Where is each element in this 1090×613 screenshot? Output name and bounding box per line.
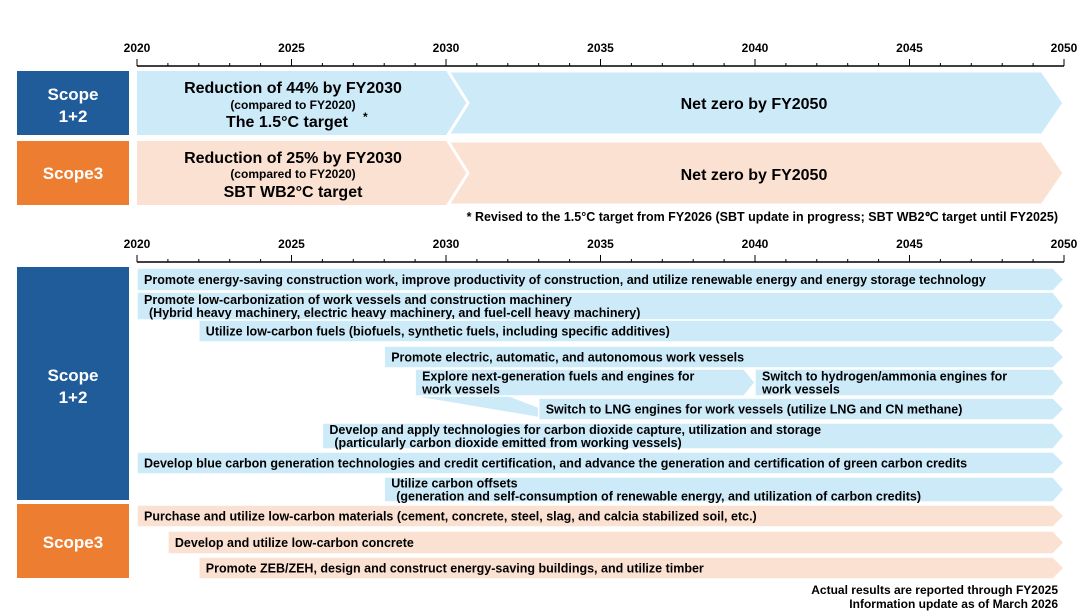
scope12-target-label-box xyxy=(17,71,129,135)
top-ruler-tick-label-2050: 2050 xyxy=(1051,41,1078,55)
top-ruler-tick-label-2020: 2020 xyxy=(124,41,151,55)
scope3-initiatives-label-box xyxy=(17,504,129,578)
scope3-phase1-title: Reduction of 25% by FY2030 xyxy=(184,150,402,167)
scope12-bar-7-label: Switch to LNG engines for work vessels (… xyxy=(546,403,963,417)
bottom-ruler-tick-label-2030: 2030 xyxy=(433,237,460,251)
scope12-bar-2-label: (Hybrid heavy machinery, electric heavy … xyxy=(149,306,640,320)
scope12-bar-8 xyxy=(321,422,1065,450)
scope12-bar-1 xyxy=(136,267,1066,292)
scope3-phase1-sub: (compared to FY2020) xyxy=(230,167,355,181)
scope12-bar-8-label: Develop and apply technologies for carbo… xyxy=(329,423,821,437)
footer-update-note: Information update as of March 2026 xyxy=(849,597,1058,611)
scope3-target-label: Scope3 xyxy=(43,164,103,183)
scope12-bar-4-label: Promote electric, automatic, and autonom… xyxy=(391,351,744,365)
scope12-bar-6 xyxy=(754,368,1065,397)
scope3-initiative-bars: Purchase and utilize low-carbon material… xyxy=(136,504,1066,580)
scope12-bar-2-label: Promote low-carbonization of work vessel… xyxy=(144,293,572,307)
scope12-target-label-line2: 1+2 xyxy=(59,107,88,126)
scope12-initiative-bars: Promote energy-saving construction work,… xyxy=(136,267,1066,504)
scope12-bar-7 xyxy=(537,397,1066,421)
scope3-bar-3-label: Promote ZEB/ZEH, design and construct en… xyxy=(206,562,704,576)
scope12-bar-10-label: Utilize carbon offsets xyxy=(391,477,517,491)
scope12-bar-5-label: Explore next-generation fuels and engine… xyxy=(422,370,694,384)
scope12-bar-9-label: Develop blue carbon generation technolog… xyxy=(144,457,967,471)
initiatives-section: Scope 1+2 Scope3 Promote energy-saving c… xyxy=(17,267,1066,580)
scope3-phase2-band xyxy=(445,139,1066,207)
bottom-ruler-tick-label-2035: 2035 xyxy=(587,237,614,251)
scope3-bar-3 xyxy=(198,556,1066,580)
scope12-bar-6-label: Switch to hydrogen/ammonia engines for xyxy=(762,370,1007,384)
scope3-bar-1-label: Purchase and utilize low-carbon material… xyxy=(144,510,757,524)
scope3-phase2-title: Net zero by FY2050 xyxy=(681,167,828,184)
scope12-bar-2 xyxy=(136,291,1065,321)
scope12-bar-9 xyxy=(136,451,1066,475)
scope12-bar-4 xyxy=(383,345,1066,369)
scope12-phase2-title: Net zero by FY2050 xyxy=(681,96,828,113)
targets-section: Scope 1+2 Reduction of 44% by FY2030 (co… xyxy=(17,69,1066,224)
top-ruler-tick-label-2045: 2045 xyxy=(896,41,923,55)
footer-results-note: Actual results are reported through FY20… xyxy=(811,583,1058,597)
scope12-phase1-mark: * xyxy=(363,110,368,124)
scope3-bar-2 xyxy=(167,530,1066,555)
scope3-bar-2-label: Develop and utilize low-carbon concrete xyxy=(175,536,414,550)
scope12-bar-1-label: Promote energy-saving construction work,… xyxy=(144,273,986,287)
scope12-target-label-line1: Scope xyxy=(47,85,98,104)
scope3-bar-1 xyxy=(136,504,1066,528)
scope12-bar-5-label: work vessels xyxy=(421,383,500,397)
scope12-phase1-title: Reduction of 44% by FY2030 xyxy=(184,80,402,97)
next-gen-fuels-transition-wedge xyxy=(415,396,570,420)
bottom-ruler-tick-label-2025: 2025 xyxy=(278,237,305,251)
scope3-target-label-box xyxy=(17,141,129,205)
bottom-ruler-tick-label-2040: 2040 xyxy=(742,237,769,251)
scope12-phase1-band xyxy=(137,71,468,135)
scope12-bar-3-label: Utilize low-carbon fuels (biofuels, synt… xyxy=(206,325,670,339)
scope12-initiatives-label-line2: 1+2 xyxy=(59,388,88,407)
scope12-initiatives-label-box xyxy=(17,267,129,500)
top-ruler-tick-label-2030: 2030 xyxy=(433,41,460,55)
scope3-phase1-target: SBT WB2°C target xyxy=(224,184,364,201)
scope3-phase1-band xyxy=(137,141,468,205)
scope12-phase1-sub: (compared to FY2020) xyxy=(230,98,355,112)
top-ruler-tick-label-2040: 2040 xyxy=(742,41,769,55)
bottom-ruler-tick-label-2045: 2045 xyxy=(896,237,923,251)
scope12-bar-6-label: work vessels xyxy=(761,383,840,397)
bottom-ruler-tick-label-2050: 2050 xyxy=(1051,237,1078,251)
scope12-bar-3 xyxy=(198,319,1066,343)
scope12-bar-10-label: (generation and self-consumption of rene… xyxy=(396,490,921,504)
timeline-ruler-bottom: 2020 2025 2030 2035 2040 2045 2050 xyxy=(124,237,1078,263)
scope12-phase1-target: The 1.5°C target xyxy=(226,114,349,131)
bottom-ruler-tick-label-2020: 2020 xyxy=(124,237,151,251)
timeline-ruler-top: 2020 2025 2030 2035 2040 2045 2050 xyxy=(124,41,1078,67)
scope12-bar-8-label: (particularly carbon dioxide emitted fro… xyxy=(334,436,681,450)
scope12-phase2-band xyxy=(445,69,1066,137)
top-ruler-tick-label-2035: 2035 xyxy=(587,41,614,55)
scope3-initiatives-label: Scope3 xyxy=(43,533,103,552)
scope12-bar-10 xyxy=(383,476,1065,503)
scope12-bar-5 xyxy=(414,368,756,397)
target-footnote: * Revised to the 1.5°C target from FY202… xyxy=(467,210,1058,224)
top-ruler-tick-label-2025: 2025 xyxy=(278,41,305,55)
scope12-initiatives-label-line1: Scope xyxy=(47,366,98,385)
